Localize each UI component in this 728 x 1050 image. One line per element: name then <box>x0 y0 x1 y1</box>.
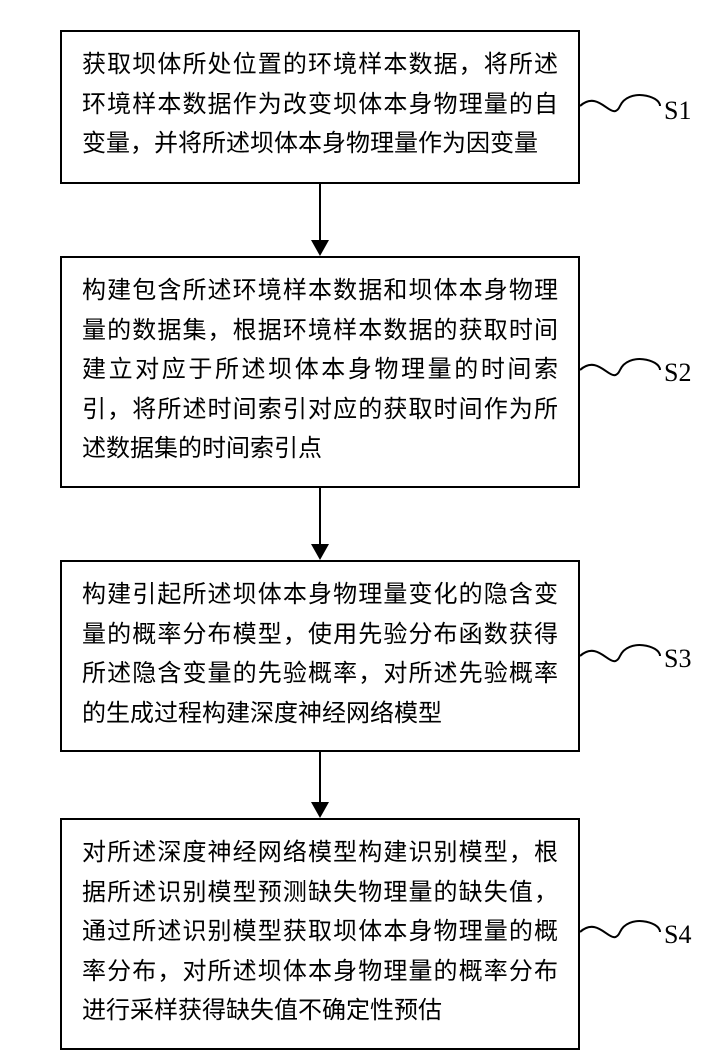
arrow-3 <box>0 0 728 1000</box>
flowchart-canvas: 获取坝体所处位置的环境样本数据，将所述环境样本数据作为改变坝体本身物理量的自变量… <box>0 0 728 1000</box>
